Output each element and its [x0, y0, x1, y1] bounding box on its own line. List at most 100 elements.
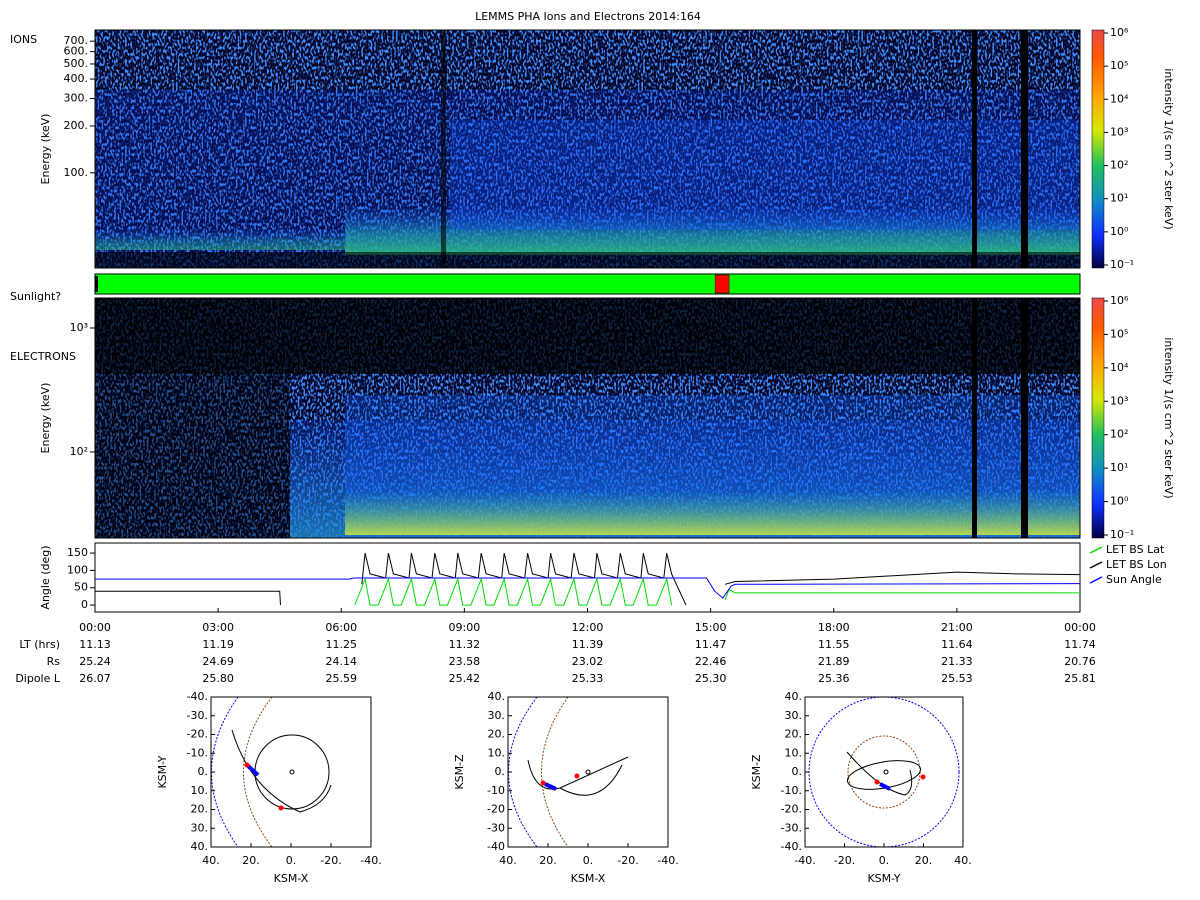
boundary	[541, 697, 569, 847]
spectrogram-dark	[95, 298, 1080, 374]
data-gap	[441, 30, 446, 268]
sunlight-edge	[95, 276, 98, 292]
spectrogram-band	[345, 490, 1080, 535]
ion-spectrogram	[94, 29, 1081, 269]
y-axis-label: Energy (keV)	[39, 383, 52, 454]
boundary	[243, 697, 273, 847]
colorbar-tick-label: 10⁶	[1110, 294, 1129, 307]
sunlight-label: Sunlight?	[10, 290, 61, 303]
ephemeris-value: 25.80	[202, 672, 234, 685]
y-tick-label: 700.	[64, 34, 89, 47]
y-tick-label: 10²	[70, 445, 88, 458]
y-tick-label: -20	[487, 803, 505, 816]
position-marker	[540, 780, 546, 786]
legend-swatch	[1089, 546, 1103, 554]
colorbar-tick-label: 10⁰	[1110, 225, 1129, 238]
colorbar-tick-label: 10⁶	[1110, 26, 1129, 39]
colorbar-tick-label: 10⁵	[1110, 59, 1128, 72]
ephemeris-value: 11.19	[202, 638, 234, 651]
spectrogram-band	[345, 205, 1080, 255]
position-marker	[874, 779, 880, 785]
x-tick-label: 20.	[242, 854, 260, 867]
x-tick-label: 06:00	[325, 621, 357, 634]
x-tick-label: -40.	[657, 854, 678, 867]
x-tick-label: -20.	[834, 854, 855, 867]
colorbar-tick-label: 10³	[1110, 394, 1128, 407]
x-tick-label: -40.	[794, 854, 815, 867]
ephemeris-value: 24.69	[202, 655, 234, 668]
spectrogram-glow	[450, 120, 1080, 230]
x-tick-label: 03:00	[202, 621, 234, 634]
x-tick-label: 00:00	[79, 621, 111, 634]
orbit-decor-2	[508, 697, 629, 847]
x-tick-label: -20.	[617, 854, 638, 867]
ephemeris-value: 11.32	[449, 638, 481, 651]
ephemeris-value: 23.02	[572, 655, 604, 668]
ephemeris-value: 21.33	[941, 655, 973, 668]
title: LEMMS PHA Ions and Electrons 2014:164	[475, 10, 701, 23]
data-gap	[1021, 298, 1028, 538]
ephemeris-value: 26.07	[79, 672, 111, 685]
series-line	[95, 577, 1081, 599]
y-tick-label: 20.	[785, 728, 803, 741]
ephemeris-value: 11.13	[79, 638, 111, 651]
x-tick-label: 18:00	[818, 621, 850, 634]
x-axis-label: KSM-Y	[867, 872, 900, 885]
y-tick-label: 10.	[191, 784, 209, 797]
x-tick-label: 40.	[202, 854, 220, 867]
y-tick-label: 20.	[488, 728, 506, 741]
y-tick-label: 50	[74, 581, 88, 594]
x-axis-label: KSM-X	[571, 872, 606, 885]
y-axis-label: Energy (keV)	[39, 114, 52, 185]
y-tick-label: 100	[67, 563, 88, 576]
y-axis-label: KSM-Z	[750, 754, 763, 790]
y-tick-label: 30.	[488, 709, 506, 722]
day-track	[544, 782, 557, 791]
ephemeris-value: 22.46	[695, 655, 727, 668]
ephemeris-value: 25.24	[79, 655, 111, 668]
y-tick-label: -10.	[781, 784, 802, 797]
x-tick-label: 0.	[286, 854, 297, 867]
spectrogram-band	[95, 228, 345, 250]
legend-swatch	[1089, 576, 1103, 584]
y-tick-label: 200.	[64, 119, 89, 132]
y-tick-label: 30.	[785, 709, 803, 722]
y-tick-label: 100.	[64, 166, 89, 179]
colorbar	[1091, 29, 1105, 269]
planet	[289, 769, 295, 775]
colorbar-tick-label: 10⁰	[1110, 495, 1129, 508]
ephemeris-value: 25.30	[695, 672, 727, 685]
y-tick-label: -40.	[187, 690, 208, 703]
y-tick-label: 10.	[488, 746, 506, 759]
y-tick-label: 40.	[785, 690, 803, 703]
ephemeris-value: 25.59	[326, 672, 358, 685]
ephemeris-value: 11.64	[941, 638, 973, 651]
colorbar-tick-label: 10¹	[1110, 192, 1128, 205]
y-axis-label: Angle (deg)	[39, 545, 52, 609]
y-axis-label: KSM-Z	[453, 754, 466, 790]
y-tick-label: 400.	[64, 72, 89, 85]
y-tick-label: 500.	[64, 57, 89, 70]
y-tick-label: 600.	[64, 45, 89, 58]
ephemeris-label: Dipole L	[15, 672, 61, 685]
colorbar-label: intensity 1/(s cm^2 ster keV)	[1162, 68, 1175, 229]
y-tick-label: 40.	[488, 690, 506, 703]
spectrogram-dark	[95, 374, 290, 538]
panel-frame	[94, 29, 1081, 269]
y-tick-label: 40.	[191, 840, 209, 853]
y-tick-label: 0.	[792, 765, 803, 778]
ephemeris-value: 11.25	[326, 638, 358, 651]
y-tick-label: -20.	[187, 728, 208, 741]
position-marker	[244, 762, 250, 768]
y-tick-label: -40.	[781, 840, 802, 853]
position-marker	[574, 773, 580, 779]
colorbar-tick-label: 10⁵	[1110, 327, 1128, 340]
x-tick-label: 20.	[915, 854, 933, 867]
x-axis-label: KSM-X	[274, 872, 309, 885]
colorbar-tick-label: 10²	[1110, 428, 1128, 441]
x-tick-label: 15:00	[695, 621, 727, 634]
ephemeris-value: 21.89	[818, 655, 850, 668]
sunlight-strip	[94, 273, 1081, 295]
